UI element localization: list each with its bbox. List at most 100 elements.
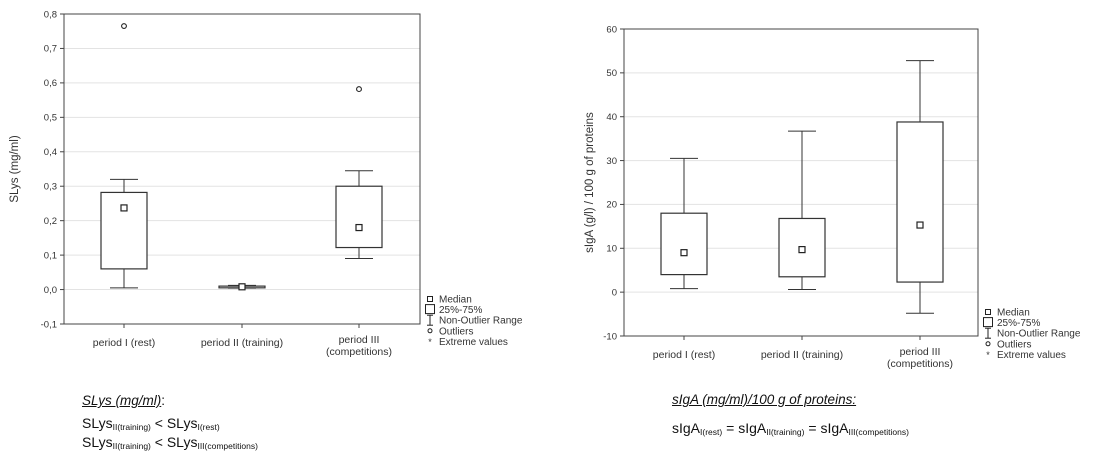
slys-notes-heading-row: SLys (mg/ml): [82, 392, 258, 410]
legend-label: 25%-75% [997, 318, 1040, 329]
siga-comparison-notes: sIgA (mg/ml)/100 g of proteins: sIgAI(re… [672, 392, 909, 440]
eq-subscript: II(training) [112, 441, 151, 451]
median-marker [238, 283, 246, 291]
eq-operator: < [150, 415, 167, 431]
legend-label: Outliers [997, 339, 1031, 350]
legend-extreme-icon: * [428, 337, 432, 347]
y-tick-label: 0,3 [44, 182, 57, 193]
siga-x-ticks: period I (rest) period II (training) perio… [653, 336, 953, 370]
slys-boxes [100, 23, 383, 291]
median-marker [120, 204, 128, 212]
slys-box-plot: -0,1 0,0 0,1 0,2 0,3 0,4 0,5 0,6 0,7 0,8 period I… [9, 9, 523, 358]
legend-median-icon [427, 296, 433, 302]
legend-label: Non-Outlier Range [997, 329, 1081, 340]
iqr-box [100, 191, 148, 270]
eq-term: sIgA [820, 420, 849, 436]
siga-y-ticks: -10 0 10 20 30 40 50 60 [603, 24, 624, 342]
y-tick-label: 0,5 [44, 113, 57, 124]
box-3 [335, 86, 383, 260]
y-tick-label: 0,6 [44, 78, 57, 89]
outlier-point [356, 86, 362, 93]
siga-boxes [660, 60, 944, 314]
y-tick-label: 0 [612, 287, 617, 298]
y-tick-label: -10 [603, 331, 617, 342]
median-marker [916, 221, 924, 229]
box-1 [660, 157, 708, 290]
box-2 [218, 283, 266, 291]
x-tick-label: period III (competitions) [887, 346, 953, 370]
slys-plot-frame [63, 13, 421, 325]
y-tick-label: 40 [606, 112, 617, 123]
median-marker [680, 249, 688, 257]
y-tick-label: 0,1 [44, 250, 57, 261]
legend-label: Non-Outlier Range [439, 316, 523, 327]
y-tick-label: 0,7 [44, 44, 57, 55]
slys-notes-heading-colon: : [161, 393, 166, 408]
x-tick-label-line: (competitions) [326, 346, 392, 358]
slys-x-ticks: period I (rest) period II (training) perio… [93, 324, 392, 358]
x-tick-label-line: (competitions) [887, 358, 953, 370]
box-2 [778, 130, 826, 291]
x-tick-label: period III (competitions) [326, 334, 392, 358]
legend-label: Extreme values [439, 337, 508, 348]
y-tick-label: 0,8 [44, 9, 57, 20]
y-tick-label: 10 [606, 244, 617, 255]
eq-subscript: I(rest) [197, 422, 220, 432]
y-tick-label: 50 [606, 68, 617, 79]
y-tick-label: 30 [606, 156, 617, 167]
siga-gridlines [624, 72, 978, 293]
eq-subscript: III(competitions) [197, 441, 258, 451]
y-tick-label: 0,0 [44, 285, 57, 296]
slys-comparison-line-1: SLysII(training) < SLysI(rest) [82, 416, 258, 435]
legend-box-icon [425, 304, 435, 315]
outlier-point [121, 23, 127, 30]
y-tick-label: 0,2 [44, 216, 57, 227]
slys-comparison-notes: SLys (mg/ml): SLysII(training) < SLysI(r… [82, 392, 258, 454]
box-1 [100, 23, 148, 289]
legend-label: Median [439, 295, 472, 306]
siga-y-axis-label: sIgA (g/l) / 100 g of proteins [584, 112, 596, 253]
iqr-box [896, 121, 944, 283]
median-marker [798, 246, 806, 254]
median-marker [355, 223, 363, 232]
iqr-box [335, 185, 383, 249]
y-tick-label: -0,1 [41, 319, 57, 330]
legend-box-icon [983, 317, 993, 328]
legend-label: Extreme values [997, 350, 1066, 361]
y-tick-label: 0,4 [44, 147, 57, 158]
eq-term: SLys [82, 434, 113, 450]
legend-label: Outliers [439, 326, 473, 337]
legend-median-icon [985, 309, 991, 315]
legend-outlier-icon [985, 341, 991, 347]
eq-term: SLys [166, 434, 198, 450]
slys-comparison-line-2: SLysII(training) < SLysIII(competitions) [82, 435, 258, 454]
x-tick-label-line: period III [339, 334, 380, 346]
eq-subscript: III(competitions) [848, 427, 909, 437]
siga-plot-frame [623, 28, 979, 337]
slys-notes-heading: SLys (mg/ml) [82, 393, 162, 408]
x-tick-label: period I (rest) [93, 337, 155, 349]
legend-extreme-icon: * [986, 350, 990, 360]
x-tick-label: period II (training) [201, 337, 283, 349]
eq-term: SLys [166, 415, 198, 431]
box-3 [896, 60, 944, 314]
siga-notes-heading: sIgA (mg/ml)/100 g of proteins: [672, 392, 857, 407]
eq-term: SLys [82, 415, 113, 431]
iqr-box [660, 212, 708, 276]
x-tick-label: period II (training) [761, 349, 843, 361]
legend-label: Median [997, 308, 1030, 319]
eq-term: sIgA [738, 420, 767, 436]
eq-operator: < [150, 434, 167, 450]
eq-subscript: I(rest) [700, 427, 723, 437]
eq-subscript: II(training) [766, 427, 805, 437]
slys-y-axis-label: SLys (mg/ml) [9, 135, 21, 202]
eq-term: sIgA [672, 420, 701, 436]
legend-outlier-icon [427, 328, 433, 334]
siga-comparison-line: sIgAI(rest) = sIgAII(training) = sIgAIII… [672, 421, 909, 440]
eq-operator: = [722, 420, 739, 436]
y-tick-label: 60 [606, 24, 617, 35]
x-tick-label: period I (rest) [653, 349, 715, 361]
